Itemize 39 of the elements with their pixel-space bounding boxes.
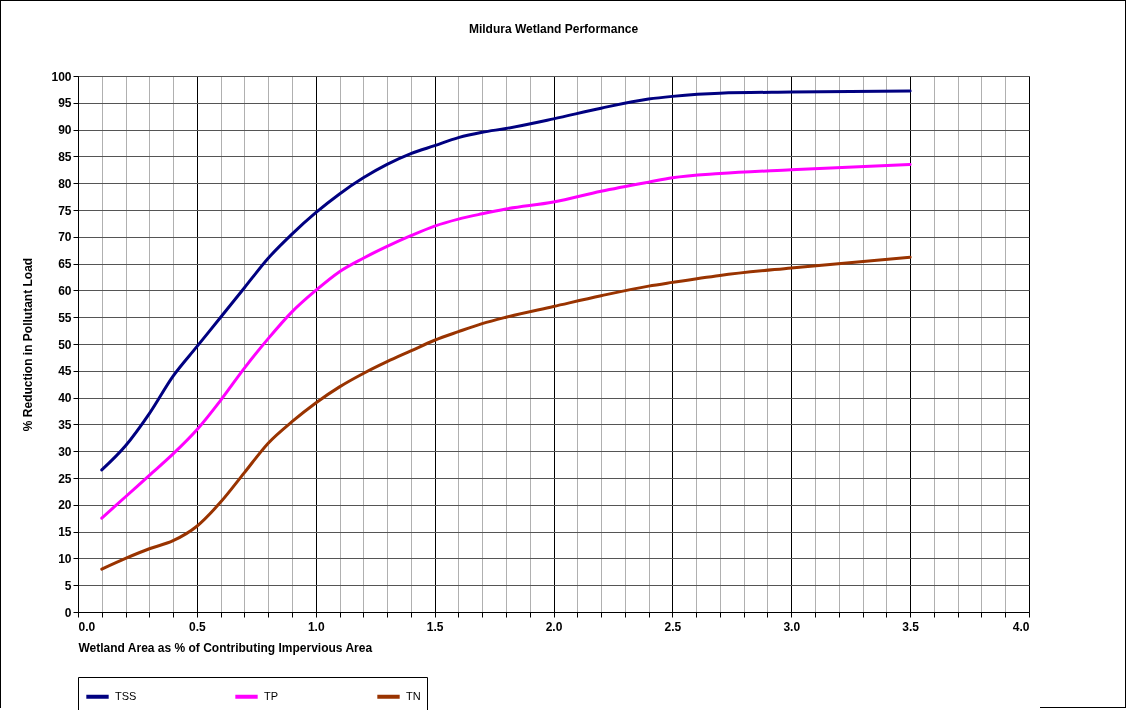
y-tick-label: 25 <box>58 471 72 486</box>
y-tick-label: 70 <box>58 230 72 245</box>
x-axis-title: Wetland Area as % of Contributing Impervious Area <box>78 640 373 655</box>
y-tick-label: 95 <box>58 96 72 111</box>
x-tick-label: 3.5 <box>902 619 920 634</box>
legend-label: TSS <box>115 689 137 702</box>
y-tick-label: 45 <box>58 364 72 379</box>
y-tick-label: 30 <box>58 444 72 459</box>
line-series <box>100 89 912 472</box>
y-tick-label: 75 <box>58 203 72 218</box>
y-tick-label: 35 <box>58 417 72 432</box>
y-tick-label: 0 <box>64 605 72 620</box>
x-tick-label: 2.0 <box>545 619 563 634</box>
x-tick-label: 3.0 <box>783 619 801 634</box>
x-tick-label: 2.5 <box>664 619 682 634</box>
line-series <box>100 162 912 520</box>
x-tick-label: 0.0 <box>78 619 96 634</box>
y-tick-label: 40 <box>58 391 72 406</box>
x-tick-label: 4.0 <box>1012 619 1030 634</box>
y-tick-label: 85 <box>58 149 72 164</box>
y-tick-label: 10 <box>58 551 72 566</box>
legend-label: TN <box>406 689 421 702</box>
x-tick-label: 1.0 <box>307 619 325 634</box>
y-tick-label: 90 <box>58 123 72 138</box>
x-tick-label: 0.5 <box>189 619 207 634</box>
y-tick-label: 60 <box>58 283 72 298</box>
y-tick-label: 65 <box>58 257 72 272</box>
line-series <box>100 255 912 571</box>
y-tick-label: 55 <box>58 310 72 325</box>
y-axis-title: % Reduction in Pollutant Load <box>21 257 36 432</box>
y-tick-label: 20 <box>58 498 72 513</box>
x-tick-label: 1.5 <box>426 619 444 634</box>
y-tick-label: 50 <box>58 337 72 352</box>
chart-title: Mildura Wetland Performance <box>468 22 639 36</box>
y-tick-label: 100 <box>51 69 72 84</box>
legend-label: TP <box>264 689 279 702</box>
y-tick-label: 15 <box>58 525 72 540</box>
y-tick-label: 5 <box>64 578 72 593</box>
y-tick-label: 80 <box>58 176 72 191</box>
